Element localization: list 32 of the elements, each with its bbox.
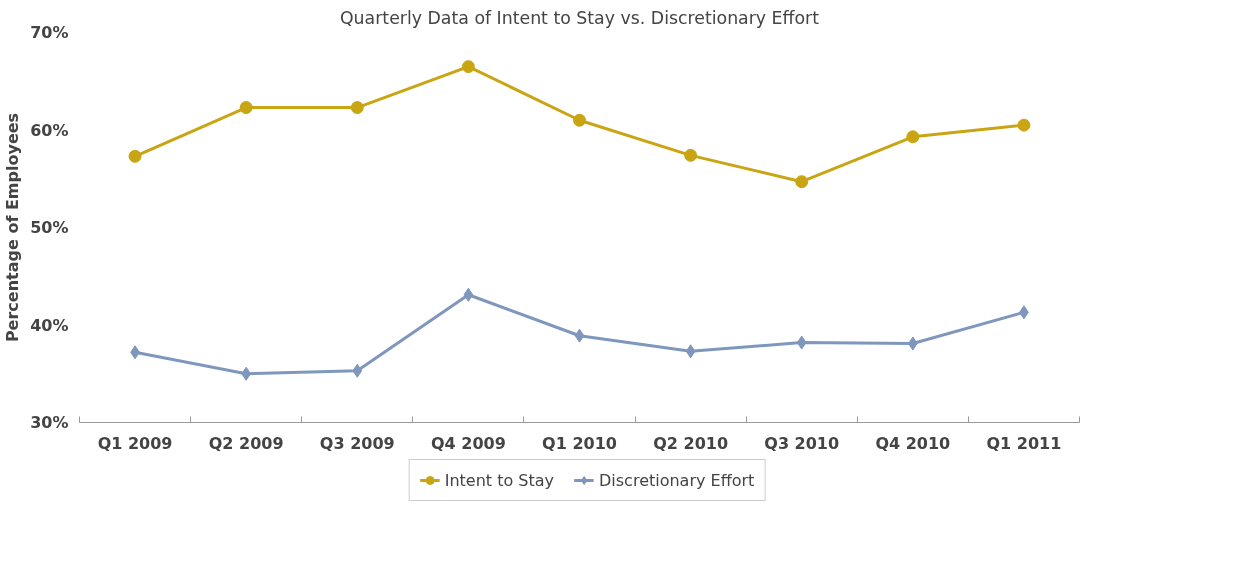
y-tick-label: 30% (30, 413, 69, 432)
x-tick-label: Q2 2009 (208, 433, 284, 453)
x-tick-label: Q3 2009 (319, 433, 395, 453)
x-tick-label: Q1 2010 (542, 433, 617, 453)
point (350, 101, 364, 115)
x-tick-label: Q1 2009 (97, 433, 173, 453)
x-tick-label: Q1 2011 (986, 433, 1062, 453)
y-tick-label: 40% (30, 315, 69, 335)
y-tick-label: 60% (30, 120, 69, 140)
point (574, 328, 585, 343)
point (685, 344, 696, 359)
point (239, 101, 253, 115)
point (796, 335, 807, 350)
point (573, 113, 586, 127)
point (795, 175, 809, 189)
point (463, 287, 474, 302)
x-tick-label: Q2 2010 (653, 433, 729, 453)
y-tick-label: 70% (30, 23, 69, 42)
x-tick-label: Q4 2010 (875, 433, 951, 453)
chart-title: Quarterly Data of Intent to Stay vs. Discretionary Effort (339, 7, 820, 28)
point (352, 363, 363, 378)
legend-label: Intent to Stay (444, 470, 554, 490)
y-axis-title: Percentage of Employees (3, 112, 23, 343)
y-tick-label: 50% (30, 218, 69, 237)
point (684, 148, 698, 162)
point (461, 60, 475, 74)
point (128, 149, 142, 163)
x-tick-label: Q4 2009 (430, 433, 506, 453)
point (1017, 118, 1031, 132)
legend-label: Discretionary Effort (599, 470, 755, 490)
x-tick-label: Q3 2010 (764, 433, 840, 453)
point (906, 130, 920, 144)
